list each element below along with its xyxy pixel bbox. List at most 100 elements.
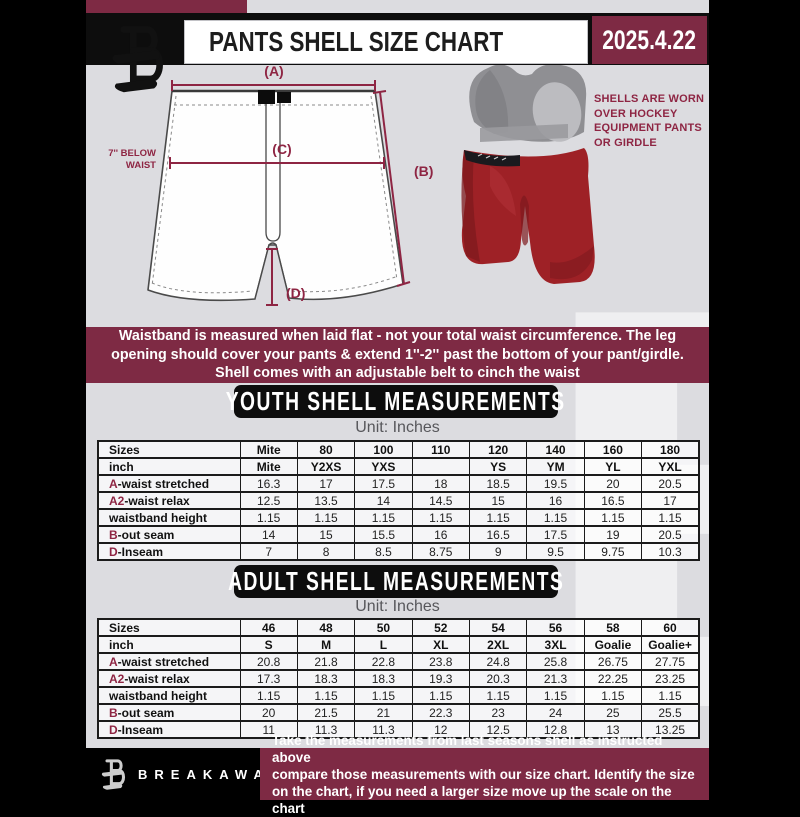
page-title: PANTS SHELL SIZE CHART — [209, 26, 504, 57]
row-label: D-Inseam — [97, 542, 241, 561]
footer-bar: BREAKAWAY Take the measurements from las… — [0, 733, 800, 816]
table-cell: 16.5 — [583, 491, 643, 510]
table-cell: 1.15 — [296, 686, 356, 705]
table-cell: YXS — [354, 457, 413, 476]
table-cell: 18.5 — [468, 474, 528, 493]
row-label: A2-waist relax — [97, 491, 241, 510]
top-accent-strip — [86, 0, 247, 13]
table-cell: 110 — [411, 440, 471, 459]
table-cell: 16.5 — [468, 525, 528, 544]
table-cell: 21.5 — [296, 703, 356, 722]
table-cell: 18 — [411, 474, 471, 493]
table-cell: 80 — [296, 440, 356, 459]
table-cell: 22.25 — [583, 669, 643, 688]
table-cell: 14 — [354, 491, 413, 510]
table-cell: 21 — [354, 703, 413, 722]
table-cell: 21.3 — [526, 669, 585, 688]
footer-brand: BREAKAWAY — [100, 748, 284, 800]
table-cell: 27.75 — [641, 652, 700, 671]
footer-line: compare those measurements with our size… — [272, 766, 695, 782]
banner-line: Shell comes with an adjustable belt to c… — [215, 365, 580, 382]
table-cell: YL — [583, 457, 643, 476]
shell-waistband — [464, 150, 520, 167]
table-cell: 1.15 — [468, 508, 528, 527]
youth-size-table: Sizes Mite 80 100 110 120 140 160 180 inch Mite Y2X… — [97, 440, 700, 561]
size-table: Sizes 46 48 50 52 54 56 58 60 inch S M L XL 2XL 3XL Goal… — [97, 618, 700, 739]
footer-line: Take the measurements from last seasons … — [272, 732, 663, 765]
size-table: Sizes Mite 80 100 110 120 140 160 180 inch Mite Y2X… — [97, 440, 700, 561]
table-cell: 9 — [468, 542, 528, 561]
table-cell: 140 — [526, 440, 585, 459]
table-cell: 19 — [583, 525, 643, 544]
date-badge: 2025.4.22 — [592, 16, 707, 64]
pants-photo — [461, 64, 595, 284]
table-cell: 17.3 — [239, 669, 298, 688]
table-cell: 9.75 — [583, 542, 643, 561]
row-label: waistband height — [97, 686, 241, 705]
table-cell: Goalie+ — [641, 635, 700, 654]
table-cell: 46 — [239, 618, 298, 637]
row-label: inch — [97, 457, 241, 476]
table-cell: 19.3 — [411, 669, 471, 688]
banner-line: Waistband is measured when laid flat - n… — [118, 328, 677, 345]
table-cell: 58 — [583, 618, 643, 637]
table-cell: 1.15 — [239, 686, 298, 705]
table-cell: 7 — [239, 542, 298, 561]
shorts-outline — [147, 90, 404, 302]
table-cell: 1.15 — [411, 508, 471, 527]
table-cell: 24 — [526, 703, 585, 722]
belt-buckle — [258, 90, 275, 104]
table-cell: 17 — [641, 491, 700, 510]
table-cell: 25.5 — [641, 703, 700, 722]
table-cell: 12.5 — [468, 720, 528, 739]
table-cell: 1.15 — [583, 686, 643, 705]
measure-line-d — [266, 248, 278, 306]
table-cell: 16 — [411, 525, 471, 544]
breakaway-b-logo-icon — [108, 20, 170, 96]
brand-name: BREAKAWAY — [138, 766, 285, 782]
footer-note: Take the measurements from last seasons … — [260, 733, 709, 816]
youth-unit-label: Unit: Inches — [355, 419, 440, 436]
table-cell: 100 — [354, 440, 413, 459]
table-cell: 52 — [411, 618, 471, 637]
table-cell: 24.8 — [468, 652, 528, 671]
measurement-label-a: (A) — [264, 64, 283, 79]
row-label: A-waist stretched — [97, 474, 241, 493]
table-cell: 20.8 — [239, 652, 298, 671]
table-cell: 1.15 — [641, 686, 700, 705]
table-cell: S — [239, 635, 298, 654]
measure-line-b — [372, 90, 411, 287]
table-cell: M — [296, 635, 356, 654]
table-cell: 180 — [641, 440, 700, 459]
row-label: Sizes — [97, 618, 241, 637]
table-cell: 120 — [468, 440, 528, 459]
size-chart-page: B PANTS SHELL SIZE CHART 2025.4.22 — [86, 0, 709, 800]
header-bar: PANTS SHELL SIZE CHART 2025.4.22 — [86, 13, 709, 65]
table-row: A2-waist relax 12.5 13.5 14 14.5 15 16 16.5 17 — [97, 491, 700, 510]
table-cell: 11 — [239, 720, 298, 739]
measurement-label-d: (D) — [286, 285, 305, 301]
table-cell: 16 — [526, 491, 585, 510]
table-cell: 8.5 — [354, 542, 413, 561]
table-cell: 8 — [296, 542, 356, 561]
table-row: inch Mite Y2XS YXS YS YM YL YXL — [97, 457, 700, 476]
breakaway-b-logo-icon — [100, 759, 126, 792]
table-cell: 1.15 — [239, 508, 298, 527]
waist-note: 7'' BELOW WAIST — [108, 148, 156, 171]
table-cell: 160 — [583, 440, 643, 459]
side-note: SHELLS ARE WORN OVER HOCKEY EQUIPMENT PA… — [594, 93, 705, 149]
info-banner: Waistband is measured when laid flat - n… — [86, 327, 709, 383]
table-cell: 20 — [583, 474, 643, 493]
row-label: waistband height — [97, 508, 241, 527]
table-cell: Y2XS — [296, 457, 356, 476]
table-row: inch S M L XL 2XL 3XL Goalie Goalie+ — [97, 635, 700, 654]
table-cell: 1.15 — [468, 686, 528, 705]
table-cell: 19.5 — [526, 474, 585, 493]
table-cell: 13.5 — [296, 491, 356, 510]
table-cell: 12.5 — [239, 491, 298, 510]
table-cell: 26.75 — [583, 652, 643, 671]
table-cell: 14 — [239, 525, 298, 544]
table-cell: 20 — [239, 703, 298, 722]
table-cell: 56 — [526, 618, 585, 637]
table-cell: 25 — [583, 703, 643, 722]
